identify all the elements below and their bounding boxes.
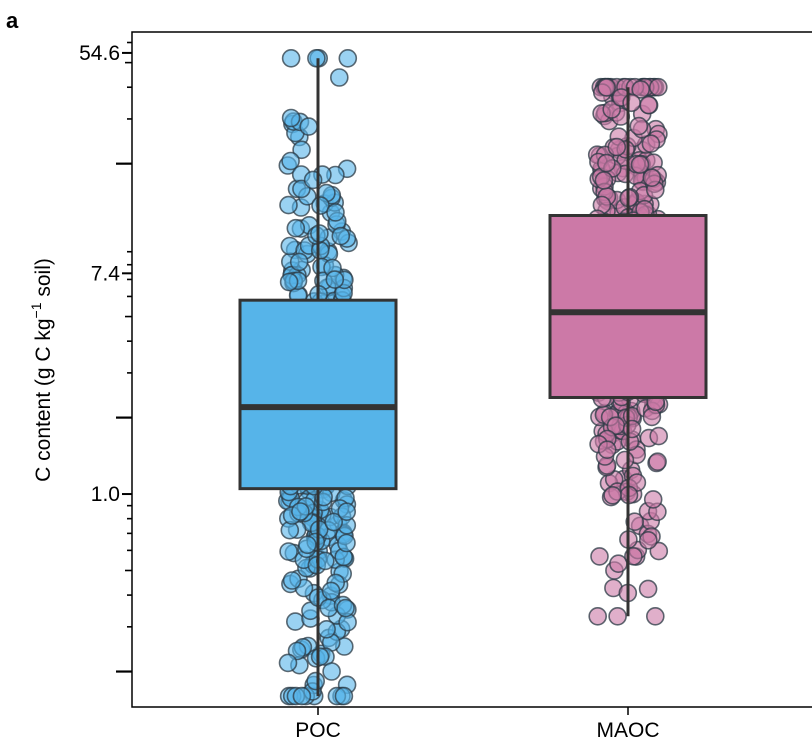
point-poc xyxy=(291,502,310,521)
point-maoc xyxy=(643,490,663,509)
y-tick-label: 54.6 xyxy=(79,42,120,65)
point-maoc xyxy=(638,530,658,550)
point-poc xyxy=(281,151,300,171)
point-poc xyxy=(299,117,319,136)
x-axis: POC MAOC xyxy=(295,707,660,742)
y-axis-title-suffix: soil) xyxy=(32,258,55,302)
plot-frame xyxy=(131,31,812,708)
point-poc xyxy=(298,535,317,555)
point-poc xyxy=(281,48,301,68)
point-maoc xyxy=(641,134,661,153)
point-poc xyxy=(292,140,311,160)
point-maoc xyxy=(638,579,658,599)
point-poc xyxy=(324,512,344,532)
point-maoc xyxy=(629,116,649,136)
point-maoc xyxy=(588,606,608,626)
point-poc xyxy=(311,196,330,215)
point-maoc xyxy=(607,137,627,157)
point-maoc xyxy=(602,100,622,119)
point-poc xyxy=(306,671,326,691)
point-poc xyxy=(336,598,355,618)
box-maoc xyxy=(550,215,706,398)
y-axis-title-superscript: −1 xyxy=(28,302,44,318)
point-maoc xyxy=(642,168,662,187)
point-poc xyxy=(334,686,354,706)
box-outline-maoc xyxy=(548,214,708,399)
point-poc xyxy=(279,542,298,561)
point-poc xyxy=(338,48,358,68)
point-poc xyxy=(285,612,305,631)
point-maoc xyxy=(594,171,614,190)
point-maoc xyxy=(597,440,617,460)
x-tick-label-maoc: MAOC xyxy=(597,719,660,742)
point-poc xyxy=(279,195,298,215)
point-maoc xyxy=(642,407,662,427)
point-poc xyxy=(279,272,299,292)
y-tick-label: 1.0 xyxy=(91,483,120,506)
point-poc xyxy=(329,68,349,87)
box-poc xyxy=(240,300,396,489)
point-poc xyxy=(325,270,345,289)
point-maoc xyxy=(648,452,667,472)
y-tick-label: 7.4 xyxy=(91,262,121,285)
point-maoc xyxy=(639,95,658,115)
point-poc xyxy=(292,686,312,706)
point-maoc xyxy=(649,426,669,446)
point-maoc xyxy=(648,77,668,97)
point-poc xyxy=(310,647,330,667)
y-axis: 1.0 7.4 54.6 xyxy=(79,41,132,673)
point-poc xyxy=(322,662,341,681)
point-maoc xyxy=(590,547,609,566)
point-poc xyxy=(282,571,302,590)
point-maoc xyxy=(608,606,627,626)
point-maoc xyxy=(615,450,635,470)
point-maoc xyxy=(597,78,617,97)
box-outline-poc xyxy=(238,298,398,491)
point-maoc xyxy=(622,93,641,113)
point-maoc xyxy=(603,485,622,505)
y-axis-title-prefix: C content (g C kg xyxy=(32,318,55,481)
point-maoc xyxy=(631,80,651,99)
point-poc xyxy=(289,252,309,272)
point-poc xyxy=(286,218,306,238)
point-poc xyxy=(278,653,298,673)
point-poc xyxy=(281,108,301,128)
y-axis-title: C content (g C kg−1 soil) xyxy=(28,258,55,482)
point-poc xyxy=(331,226,351,246)
point-maoc xyxy=(630,155,650,174)
point-poc xyxy=(321,581,341,601)
point-maoc xyxy=(622,419,642,439)
point-maoc xyxy=(597,153,616,173)
point-maoc xyxy=(625,512,645,532)
x-tick-label-poc: POC xyxy=(295,719,341,742)
point-poc xyxy=(307,48,326,68)
point-maoc xyxy=(645,606,665,626)
point-poc xyxy=(337,502,357,522)
point-poc xyxy=(317,619,336,639)
point-poc xyxy=(337,533,356,553)
box-plots xyxy=(238,58,708,697)
point-poc xyxy=(326,203,345,222)
panel-label: a xyxy=(6,8,19,33)
